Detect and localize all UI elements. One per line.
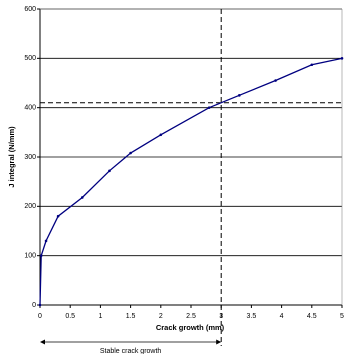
x-tick-label: 4 [280,313,284,320]
x-tick-label: 1 [98,313,102,320]
y-tick-label: 200 [24,203,36,210]
data-line [39,57,343,306]
data-point [80,196,84,199]
data-point [39,254,43,257]
arrow-head [216,339,222,345]
data-point [38,303,42,307]
data-point [159,133,163,137]
y-tick-label: 300 [24,154,36,161]
x-tick-label: 0.5 [65,313,75,320]
annotation: Stable crack growth [100,348,162,354]
y-tick-label: 0 [32,302,36,309]
x-tick-label: 1.5 [126,313,136,320]
y-tick-label: 400 [24,105,36,112]
y-axis-label: J integral (N/mm) [7,126,16,188]
data-point [274,79,277,82]
data-point [129,151,132,155]
x-tick-label: 0 [38,313,42,320]
data-point [56,214,60,218]
arrow-head [40,339,45,345]
data-point [44,239,48,243]
data-point [207,106,211,109]
data-point [238,94,241,97]
x-tick-label: 2 [159,313,163,320]
data-point [340,57,344,60]
x-axis-label: Crack growth (mm) [156,323,225,332]
x-tick-label: 5 [340,313,344,320]
x-tick-label: 4.5 [307,313,317,320]
x-tick-label: 2.5 [186,313,196,320]
data-point [108,169,111,173]
y-tick-label: 600 [24,6,36,13]
y-tick-label: 100 [24,253,36,260]
x-tick-label: 3.5 [247,313,257,320]
y-tick-label: 500 [24,55,36,62]
data-point [310,63,314,67]
